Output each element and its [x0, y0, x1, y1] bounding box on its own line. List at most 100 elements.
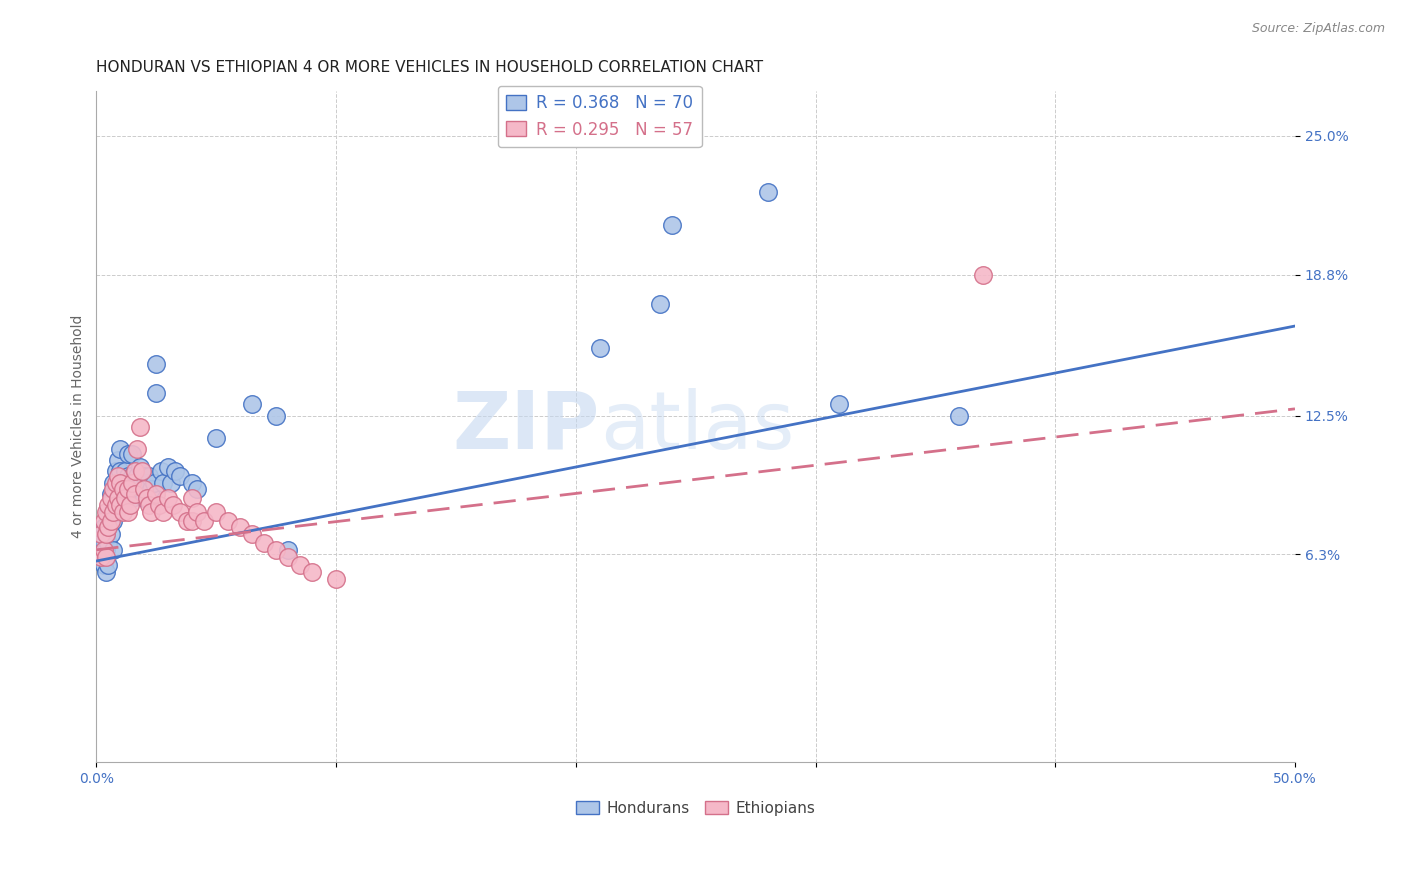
Point — [134, 491, 156, 506]
Point — [107, 453, 129, 467]
Point — [97, 520, 120, 534]
Text: atlas: atlas — [600, 388, 794, 466]
Point — [94, 565, 117, 579]
Point — [94, 542, 117, 557]
Point — [121, 475, 143, 490]
Point — [100, 487, 122, 501]
Point — [124, 465, 146, 479]
Point — [97, 558, 120, 573]
Point — [181, 491, 204, 506]
Point — [229, 520, 252, 534]
Point — [117, 469, 139, 483]
Point — [131, 465, 153, 479]
Point — [325, 572, 347, 586]
Point — [104, 498, 127, 512]
Point — [104, 505, 127, 519]
Point — [661, 219, 683, 233]
Point — [100, 491, 122, 506]
Point — [107, 498, 129, 512]
Point — [111, 505, 134, 519]
Point — [169, 505, 191, 519]
Point — [121, 447, 143, 461]
Point — [157, 491, 180, 506]
Point — [131, 475, 153, 490]
Point — [145, 386, 167, 401]
Point — [93, 558, 115, 573]
Point — [148, 498, 170, 512]
Point — [107, 491, 129, 506]
Point — [186, 483, 208, 497]
Point — [117, 491, 139, 506]
Point — [111, 475, 134, 490]
Point — [135, 475, 157, 490]
Point — [93, 536, 115, 550]
Point — [277, 549, 299, 564]
Point — [127, 442, 149, 456]
Point — [217, 514, 239, 528]
Point — [264, 542, 287, 557]
Point — [114, 487, 136, 501]
Point — [93, 514, 115, 528]
Point — [138, 498, 160, 512]
Point — [114, 465, 136, 479]
Point — [97, 498, 120, 512]
Point — [111, 498, 134, 512]
Point — [90, 549, 112, 564]
Point — [101, 505, 124, 519]
Point — [93, 520, 115, 534]
Point — [240, 527, 263, 541]
Point — [828, 397, 851, 411]
Point — [134, 469, 156, 483]
Point — [101, 491, 124, 506]
Point — [134, 483, 156, 497]
Text: ZIP: ZIP — [453, 388, 600, 466]
Point — [118, 475, 141, 490]
Point — [117, 505, 139, 519]
Point — [94, 549, 117, 564]
Point — [264, 409, 287, 423]
Point — [127, 469, 149, 483]
Point — [205, 431, 228, 445]
Point — [205, 505, 228, 519]
Point — [117, 483, 139, 497]
Point — [110, 487, 132, 501]
Point — [110, 475, 132, 490]
Point — [589, 342, 612, 356]
Point — [121, 491, 143, 506]
Point — [176, 514, 198, 528]
Point — [94, 527, 117, 541]
Point — [90, 536, 112, 550]
Point — [101, 483, 124, 497]
Point — [142, 475, 165, 490]
Point — [97, 520, 120, 534]
Point — [90, 549, 112, 564]
Point — [94, 505, 117, 519]
Point — [110, 465, 132, 479]
Point — [117, 447, 139, 461]
Point — [101, 514, 124, 528]
Point — [165, 465, 187, 479]
Point — [97, 505, 120, 519]
Point — [152, 475, 174, 490]
Point — [240, 397, 263, 411]
Point — [277, 542, 299, 557]
Point — [135, 491, 157, 506]
Point — [104, 483, 127, 497]
Point — [110, 442, 132, 456]
Point — [186, 505, 208, 519]
Point — [101, 542, 124, 557]
Point — [97, 536, 120, 550]
Point — [152, 505, 174, 519]
Point — [124, 487, 146, 501]
Point — [94, 527, 117, 541]
Point — [145, 487, 167, 501]
Text: Source: ZipAtlas.com: Source: ZipAtlas.com — [1251, 22, 1385, 36]
Point — [181, 514, 204, 528]
Point — [104, 475, 127, 490]
Point — [111, 483, 134, 497]
Point — [948, 409, 970, 423]
Point — [138, 469, 160, 483]
Point — [301, 565, 323, 579]
Point — [110, 498, 132, 512]
Point — [104, 465, 127, 479]
